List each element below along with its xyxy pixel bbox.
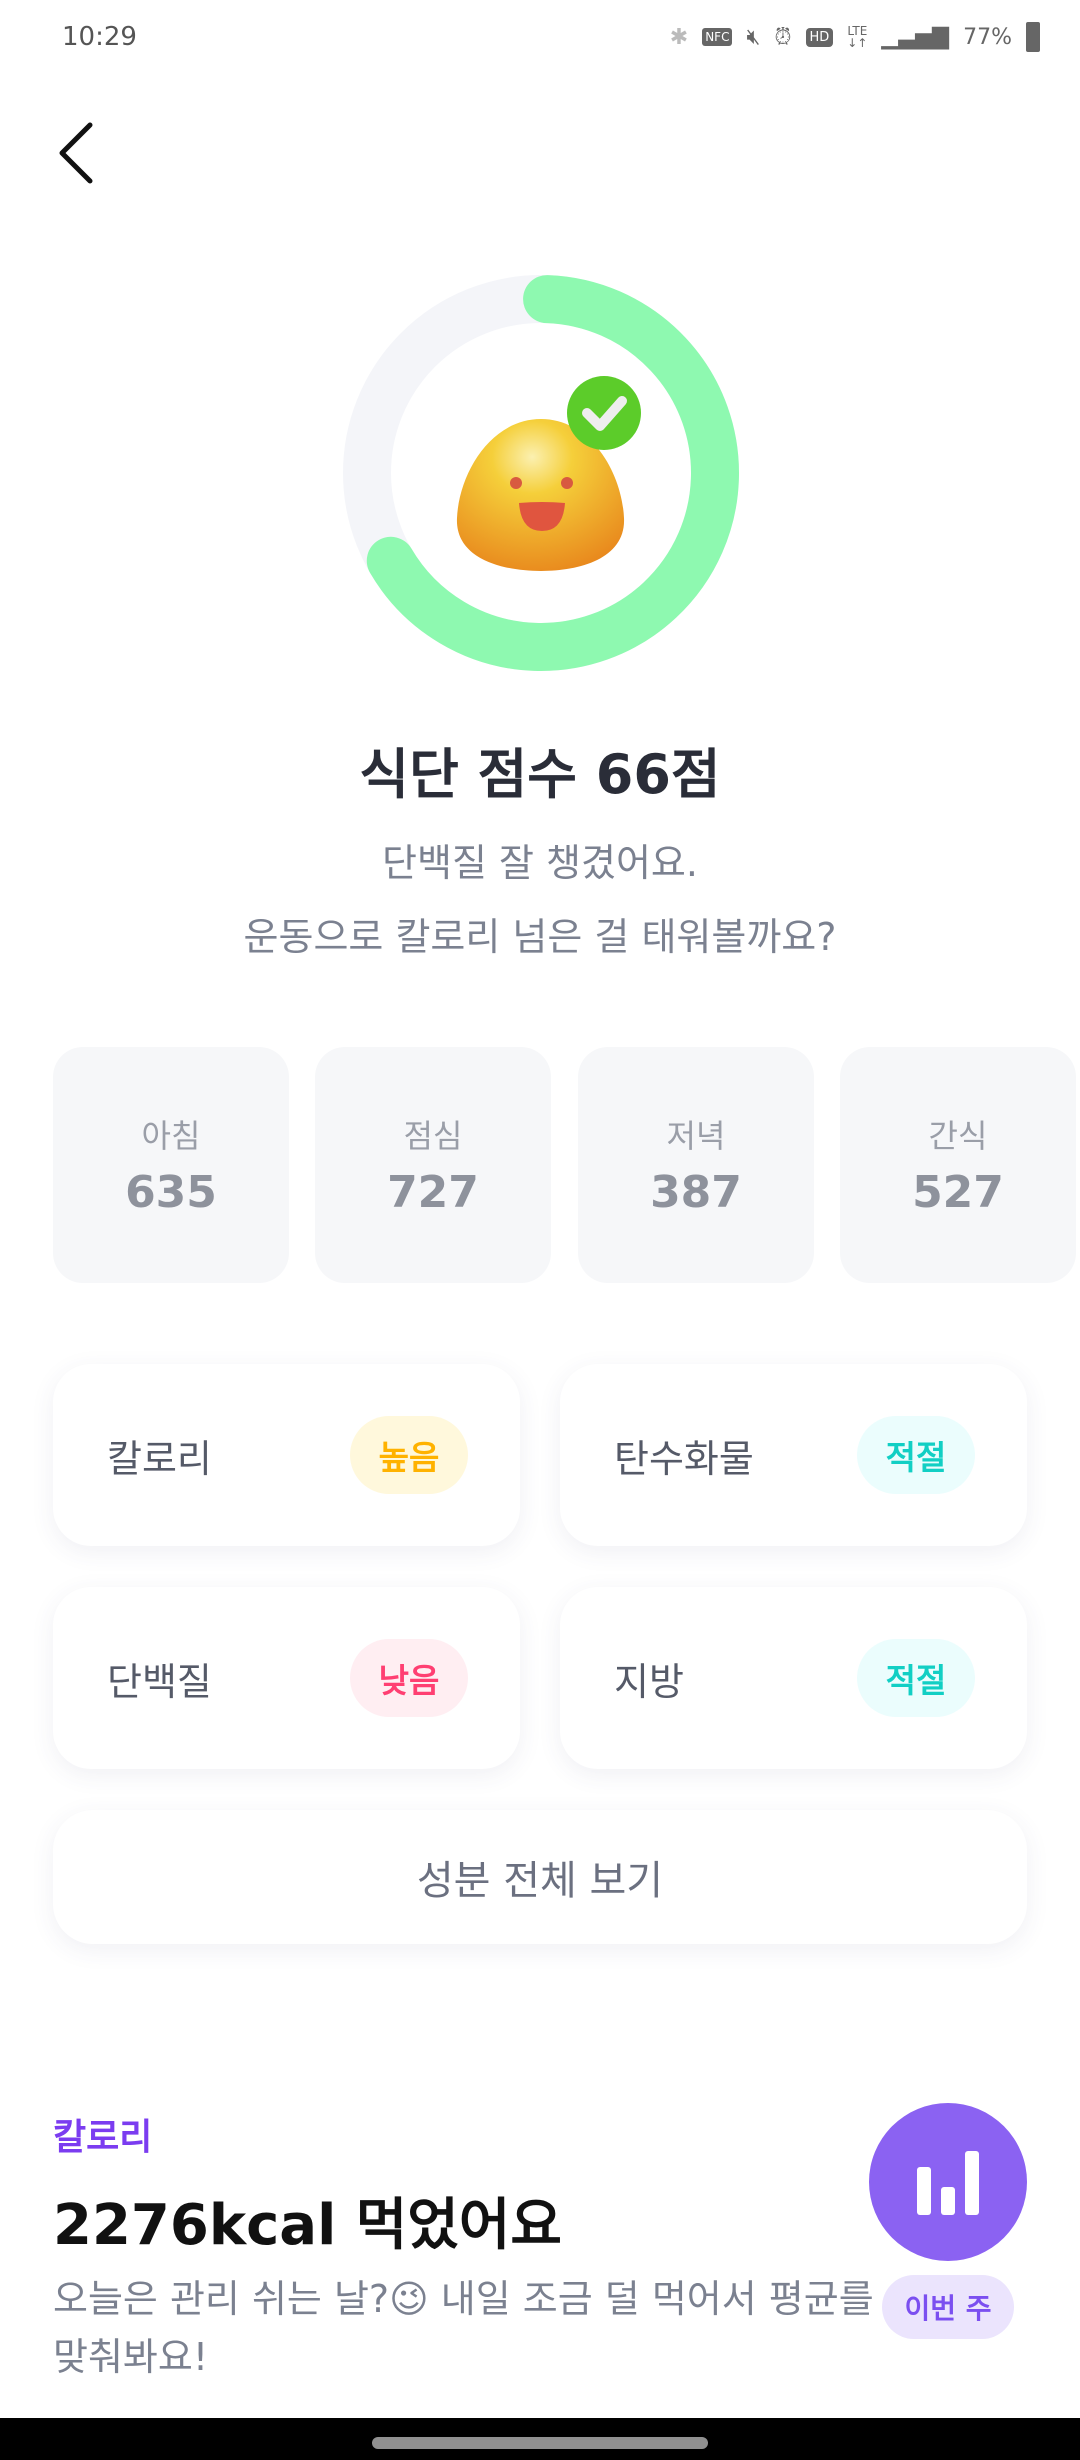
status-badge: 낮음 xyxy=(350,1639,468,1717)
nutrient-name: 칼로리 xyxy=(107,1436,212,1481)
meal-card-snack[interactable]: 간식 527 xyxy=(840,1047,1076,1283)
meal-label: 간식 xyxy=(928,1117,988,1155)
nutrient-card-carbs[interactable]: 탄수화물 적절 xyxy=(560,1364,1027,1546)
status-icons: ✱ NFC 🔇︎ ⏰︎ HD LTE ↓↑ ▁▃▅▇ 77% xyxy=(670,22,1040,52)
status-time: 10:29 xyxy=(62,22,137,52)
hd-icon: HD xyxy=(805,27,834,47)
chevron-left-icon xyxy=(59,122,93,184)
nutrient-card-protein[interactable]: 단백질 낮음 xyxy=(53,1587,520,1769)
check-badge-icon xyxy=(567,376,641,450)
nfc-icon: NFC xyxy=(702,28,733,46)
calorie-section-label: 칼로리 xyxy=(53,2117,153,2158)
score-title: 식단 점수 66점 xyxy=(359,743,721,806)
back-button[interactable] xyxy=(50,115,110,185)
mute-icon: 🔇︎ xyxy=(746,24,761,50)
meal-label: 아침 xyxy=(141,1117,201,1155)
stats-fab-button[interactable] xyxy=(869,2103,1027,2261)
meal-card-breakfast[interactable]: 아침 635 xyxy=(53,1047,289,1283)
meal-value: 387 xyxy=(650,1167,742,1218)
bluetooth-icon: ✱ xyxy=(669,24,689,50)
battery-icon xyxy=(1026,22,1040,52)
view-all-nutrients-button[interactable]: 성분 전체 보기 xyxy=(53,1810,1027,1944)
home-handle[interactable] xyxy=(372,2437,708,2449)
meal-value: 527 xyxy=(912,1167,1004,1218)
nutrient-name: 탄수화물 xyxy=(614,1436,754,1481)
meal-card-dinner[interactable]: 저녁 387 xyxy=(578,1047,814,1283)
meal-label: 저녁 xyxy=(666,1117,726,1155)
this-week-button[interactable]: 이번 주 xyxy=(882,2275,1014,2339)
lte-icon: LTE ↓↑ xyxy=(847,24,868,50)
score-message-line2: 운동으로 칼로리 넘은 걸 태워볼까요? xyxy=(243,915,837,959)
meal-value: 727 xyxy=(387,1167,479,1218)
meal-card-lunch[interactable]: 점심 727 xyxy=(315,1047,551,1283)
score-ring xyxy=(343,275,739,671)
nutrient-name: 지방 xyxy=(614,1659,684,1704)
nutrient-card-calorie[interactable]: 칼로리 높음 xyxy=(53,1364,520,1546)
status-badge: 높음 xyxy=(350,1416,468,1494)
alarm-icon: ⏰︎ xyxy=(774,24,792,50)
score-message-line1: 단백질 잘 챙겼어요. xyxy=(382,841,698,885)
mascot-icon xyxy=(456,419,625,571)
meal-label: 점심 xyxy=(403,1117,463,1155)
nutrient-name: 단백질 xyxy=(107,1659,212,1704)
status-badge: 적절 xyxy=(857,1639,975,1717)
ring-progress xyxy=(343,275,739,671)
battery-text: 77% xyxy=(963,24,1012,50)
status-badge: 적절 xyxy=(857,1416,975,1494)
status-bar: 10:29 ✱ NFC 🔇︎ ⏰︎ HD LTE ↓↑ ▁▃▅▇ 77% xyxy=(0,0,1080,75)
calorie-heading: 2276kcal 먹었어요 xyxy=(53,2193,562,2258)
nutrient-card-fat[interactable]: 지방 적절 xyxy=(560,1587,1027,1769)
bar-chart-icon xyxy=(917,2151,979,2215)
calorie-description: 오늘은 관리 쉬는 날?😉 내일 조금 덜 먹어서 평균를 맞춰봐요! xyxy=(53,2277,874,2379)
meal-value: 635 xyxy=(125,1167,217,1218)
signal-icon: ▁▃▅▇ xyxy=(881,24,950,50)
